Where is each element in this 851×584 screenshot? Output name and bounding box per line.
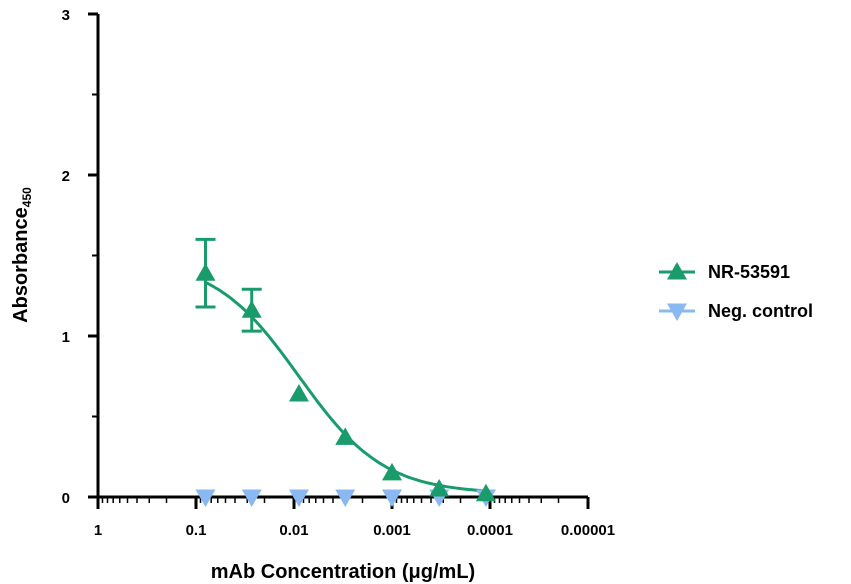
x-tick-label: 0.00001 [561,522,615,539]
legend-marker [667,303,687,321]
x-axis-title: mAb Concentration (μg/mL) [211,561,475,583]
data-point-triangle-up [288,383,309,402]
data-point-triangle-up [241,300,262,318]
legend-marker [667,262,687,280]
data-point-triangle-up [335,427,356,445]
y-axis-ticks: 0 1 2 3 [62,7,98,507]
y-tick-label: 2 [62,168,70,185]
data-point-triangle-down [241,489,262,507]
y-tick-label: 0 [62,490,70,507]
x-tick-label: 0.1 [186,522,207,539]
x-tick-label: 0.0001 [467,522,513,539]
x-axis-ticks: 1 0.1 0.01 0.001 0.0001 0.00001 [94,497,615,539]
y-tick-label: 3 [62,7,70,24]
x-tick-label: 1 [94,522,102,539]
x-tick-label: 0.001 [373,522,411,539]
y-axis-title: Absorbance450 [10,187,34,323]
data-point-triangle-up [429,478,450,497]
legend-label: NR-53591 [708,262,790,282]
data-point-triangle-down [382,489,402,507]
data-point-triangle-down [288,489,309,507]
axes: 0 1 2 3 1 0.1 0.01 0.001 0.0001 0.00001 [62,7,615,539]
data-point-triangle-up [382,462,402,481]
data-point-triangle-up [195,263,216,281]
legend: NR-53591 Neg. control [659,262,813,321]
legend-label: Neg. control [708,301,813,321]
x-tick-label: 0.01 [279,522,308,539]
plot-area [195,237,496,507]
y-tick-label: 1 [62,329,70,346]
data-point-triangle-up [475,483,496,502]
data-point-triangle-down [195,489,216,507]
data-point-triangle-down [335,489,356,507]
